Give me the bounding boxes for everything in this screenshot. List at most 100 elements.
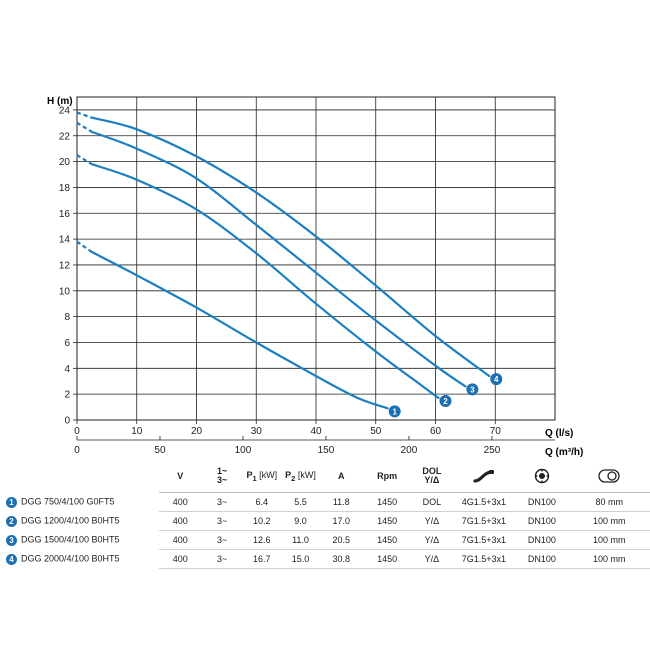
curve-1 [90,250,389,410]
x-axis-secondary-ticks: 0 50 100 150 200 250 [74,436,555,456]
y-tick-label: 4 [64,364,70,375]
cell-v: 400 [158,530,202,550]
header-phase: 1~ 3~ [201,460,243,493]
curve-marker-label: 2 [443,397,448,406]
cell-cable: 7G1.5+3x1 [452,549,516,569]
pump-spec-table: V 1~ 3~ P1 [kW] P2 [kW] A Rpm DOL Y/Δ [0,460,650,569]
header-outlet [515,460,569,493]
cell-rpm: 1450 [362,492,412,512]
cell-a: 17.0 [319,511,363,531]
header-dol: DOL [422,466,442,476]
model-cell: 3 DGG 1500/4/100 B0HT5 [0,531,159,550]
y-tick-label: 18 [59,183,71,194]
y-tick-label: 8 [64,312,70,323]
curve-marker-4: 4 [490,373,503,386]
cell-p1: 10.2 [242,511,282,531]
y-tick-label: 0 [64,416,70,427]
free-passage-icon [568,468,650,484]
header-cable [452,460,516,493]
y-axis-label: H (m) [47,96,73,107]
curve-3-dashed [76,121,93,133]
header-p2: P2 [kW] [281,460,320,493]
cell-a: 11.8 [319,492,363,512]
model-cell: 4 DGG 2000/4/100 B0HT5 [0,550,159,569]
curve-3 [90,130,467,388]
curve-4-dashed [76,111,93,119]
header-p1-sub: 1 [252,473,257,483]
cell-p2: 9.0 [281,511,320,531]
outlet-flange-icon [515,468,568,484]
header-yd: Y/Δ [424,475,440,485]
x-tick-label: 40 [310,426,322,437]
row-number-badge: 1 [6,496,17,508]
row-number-badge: 4 [6,553,17,565]
cell-v: 400 [158,549,202,569]
cell-rpm: 1450 [362,549,412,569]
table-row: 3 DGG 1500/4/100 B0HT5 400 3~ 12.6 11.0 20.5 14… [0,530,650,550]
table-row: 1 DGG 750/4/100 G0FT5 400 3~ 6.4 5.5 11.8 1450 D… [0,492,650,512]
header-p1-letter: P [246,469,253,480]
cable-icon [452,469,515,483]
x-axis-label: Q (l/s) [545,428,573,439]
cell-dol: DOL [411,492,453,512]
x-axis-ticks: 0 10 20 30 40 50 60 70 [74,420,501,437]
header-starting: DOL Y/Δ [411,460,453,493]
y-tick-label: 10 [59,286,71,297]
y-tick-label: 6 [64,338,70,349]
model-name: DGG 2000/4/100 B0HT5 [21,554,120,565]
y-tick-label: 14 [59,235,71,246]
cell-phase: 3~ [201,530,243,550]
curve-4 [90,116,491,378]
cell-a: 30.8 [319,549,363,569]
cell-cable: 7G1.5+3x1 [452,511,516,531]
table-row: 4 DGG 2000/4/100 B0HT5 400 3~ 16.7 15.0 30.8 14… [0,549,650,569]
curve-marker-label: 1 [392,407,397,416]
cell-dol: Y/Δ [411,549,453,569]
cell-a: 20.5 [319,530,363,550]
model-cell: 1 DGG 750/4/100 G0FT5 [0,493,159,512]
x2-tick-label: 100 [235,445,252,456]
x-axis-secondary-label: Q (m³/h) [545,447,583,458]
curve-marker-2: 2 [439,395,452,408]
model-name: DGG 1200/4/100 B0HT5 [21,516,120,527]
curve-2 [90,163,440,400]
cell-passage: 80 mm [568,492,650,512]
cell-outlet: DN100 [515,549,569,569]
x2-tick-label: 250 [484,445,501,456]
curve-marker-circle [439,395,452,408]
cell-phase: 3~ [201,492,243,512]
x2-tick-label: 50 [154,445,166,456]
curve-1-dashed [76,240,93,253]
cell-passage: 100 mm [568,549,650,569]
curve-marker-label: 3 [470,385,475,394]
header-voltage: V [158,460,202,493]
curve-marker-circle [490,373,503,386]
cell-v: 400 [158,511,202,531]
cell-p2: 15.0 [281,549,320,569]
header-p2-unit: [kW] [297,469,316,480]
cell-rpm: 1450 [362,511,412,531]
x-tick-label: 70 [490,426,502,437]
cell-passage: 100 mm [568,530,650,550]
curve-marker-circle [466,383,479,396]
y-tick-label: 2 [64,390,70,401]
y-tick-label: 12 [59,260,71,271]
y-tick-label: 16 [59,209,71,220]
cell-dol: Y/Δ [411,511,453,531]
curve-marker-label: 4 [494,375,499,384]
cell-cable: 4G1.5+3x1 [452,492,516,512]
cell-v: 400 [158,492,202,512]
cell-outlet: DN100 [515,530,569,550]
row-number-badge: 2 [6,515,17,527]
x2-tick-label: 0 [74,445,80,456]
x-tick-label: 60 [430,426,442,437]
cell-p2: 11.0 [281,530,320,550]
cell-outlet: DN100 [515,511,569,531]
table-row: 2 DGG 1200/4/100 B0HT5 400 3~ 10.2 9.0 17.0 145… [0,511,650,531]
header-passage [568,460,650,493]
y-tick-label: 20 [59,157,71,168]
row-number-badge: 3 [6,534,17,546]
cell-cable: 7G1.5+3x1 [452,530,516,550]
x-tick-label: 10 [131,426,143,437]
